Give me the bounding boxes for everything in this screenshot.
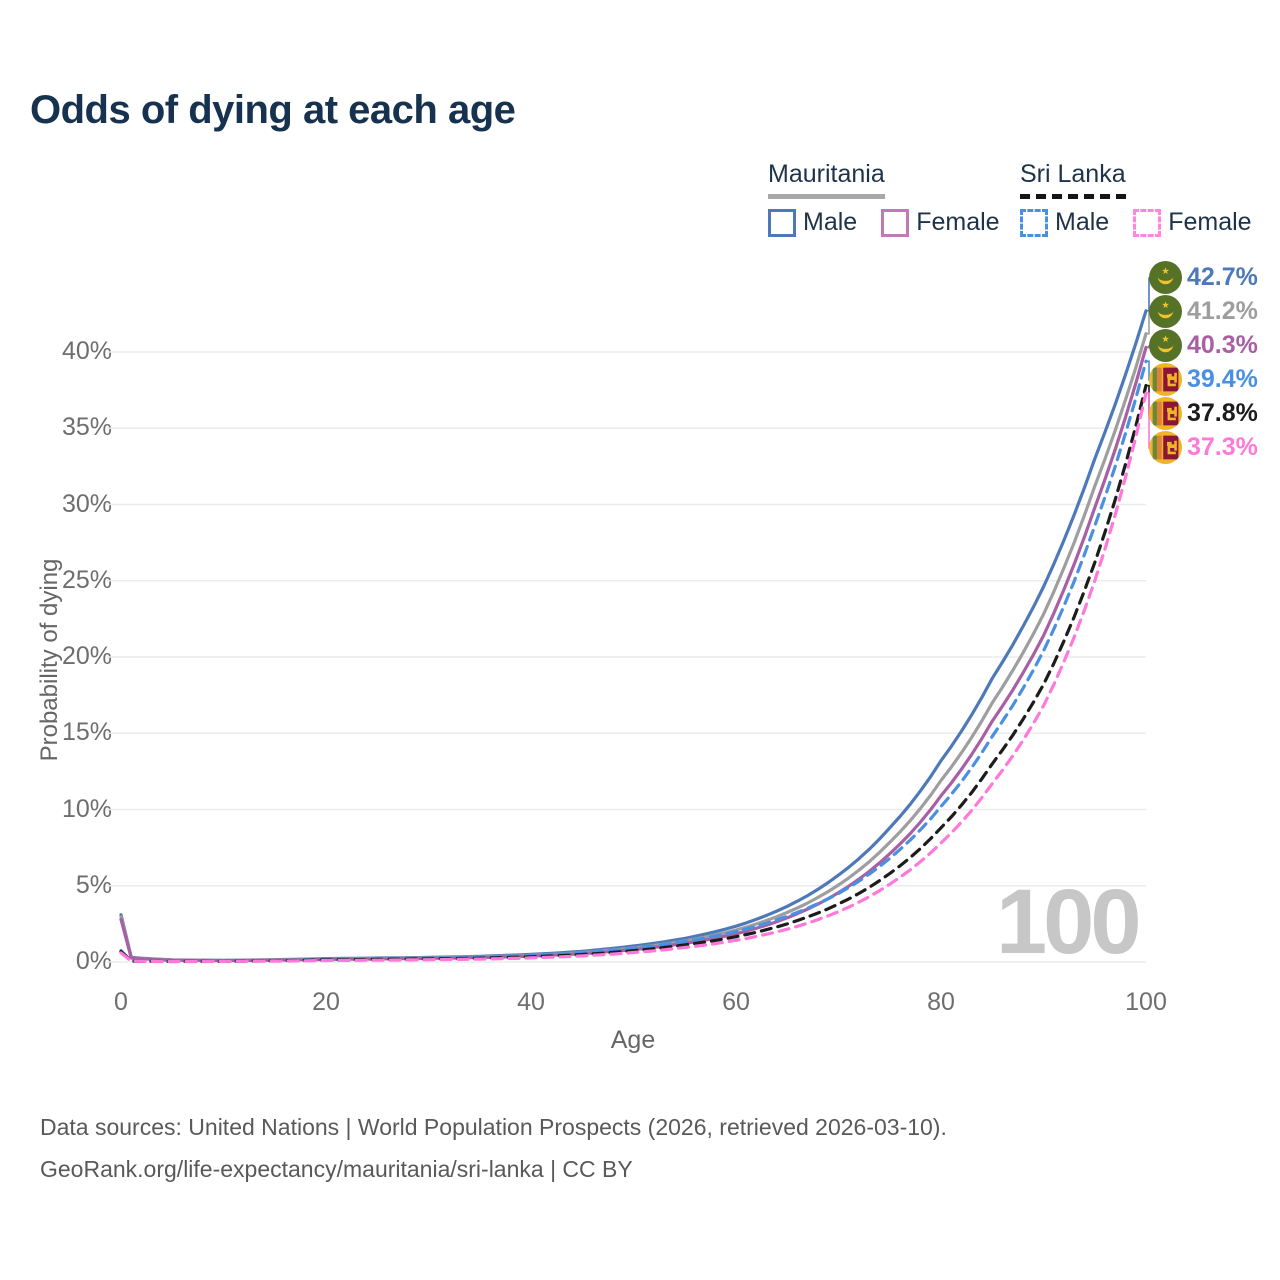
y-tick-label: 35% xyxy=(61,413,112,442)
y-tick-label: 5% xyxy=(75,870,112,899)
legend-swatch-sri-lanka-male xyxy=(1020,208,1048,237)
y-tick-label: 30% xyxy=(61,489,112,518)
mauritania-flag-icon xyxy=(1149,295,1182,328)
x-axis-title: Age xyxy=(610,1026,656,1054)
mauritania-flag-icon xyxy=(1149,261,1182,294)
attribution-footer: Data sources: United Nations | World Pop… xyxy=(40,1106,947,1190)
end-label-sri-lanka-female[interactable]: 37.3% xyxy=(1149,431,1258,464)
legend-country-mauritania[interactable]: Mauritania xyxy=(768,160,885,199)
sri-lanka-flag-icon xyxy=(1149,431,1182,464)
series-line-mauritania-male[interactable] xyxy=(119,309,1148,962)
data-sources-line: Data sources: United Nations | World Pop… xyxy=(40,1114,947,1140)
sri-lanka-flag-icon xyxy=(1149,363,1182,396)
x-tick-label: 0 xyxy=(114,988,128,1016)
series-line-sri-lanka-female[interactable] xyxy=(119,391,1148,964)
legend-item-sri-lanka-female[interactable]: Female xyxy=(1133,208,1252,237)
end-label-sri-lanka-male[interactable]: 39.4% xyxy=(1149,363,1258,396)
legend-group-mauritania: Mauritania Male Female xyxy=(768,160,1000,237)
legend-country-sri-lanka[interactable]: Sri Lanka xyxy=(1020,160,1126,199)
source-url-line: GeoRank.org/life-expectancy/mauritania/s… xyxy=(40,1156,633,1182)
page-title: Odds of dying at each age xyxy=(30,88,516,132)
end-label-mauritania-both[interactable]: 41.2% xyxy=(1149,295,1258,328)
legend-item-sri-lanka-male[interactable]: Male xyxy=(1020,208,1109,237)
sri-lanka-flag-icon xyxy=(1149,397,1182,430)
end-label-mauritania-female[interactable]: 40.3% xyxy=(1149,329,1258,362)
series-line-mauritania-both-sexes[interactable] xyxy=(119,332,1148,963)
age-counter-watermark: 100 xyxy=(996,871,1141,973)
x-tick-label: 40 xyxy=(517,988,545,1016)
legend-swatch-sri-lanka-female xyxy=(1133,208,1162,237)
x-tick-label: 80 xyxy=(927,988,955,1016)
y-tick-label: 40% xyxy=(61,337,112,365)
series-line-mauritania-female[interactable] xyxy=(119,345,1148,963)
y-tick-label: 25% xyxy=(61,565,112,594)
x-tick-label: 20 xyxy=(312,988,340,1016)
series-line-sri-lanka-male[interactable] xyxy=(119,359,1148,963)
legend-swatch-mauritania-male xyxy=(768,208,796,237)
x-tick-label: 100 xyxy=(1125,988,1167,1016)
end-label-mauritania-male[interactable]: 42.7% xyxy=(1149,261,1258,294)
mauritania-flag-icon xyxy=(1149,329,1182,362)
x-tick-label: 60 xyxy=(722,988,750,1016)
legend-group-sri-lanka: Sri Lanka Male Female xyxy=(1020,160,1252,237)
legend-swatch-mauritania-female xyxy=(881,208,910,237)
y-tick-label: 15% xyxy=(61,718,112,747)
y-tick-label: 20% xyxy=(61,642,112,670)
series-line-sri-lanka-both-sexes[interactable] xyxy=(119,383,1148,964)
legend-item-mauritania-female[interactable]: Female xyxy=(881,208,1000,237)
y-tick-label: 10% xyxy=(61,794,112,823)
y-axis-title: Probability of dying xyxy=(36,558,63,762)
y-tick-label: 0% xyxy=(75,947,112,975)
end-label-sri-lanka-both[interactable]: 37.8% xyxy=(1149,397,1258,430)
legend-item-mauritania-male[interactable]: Male xyxy=(768,208,857,237)
